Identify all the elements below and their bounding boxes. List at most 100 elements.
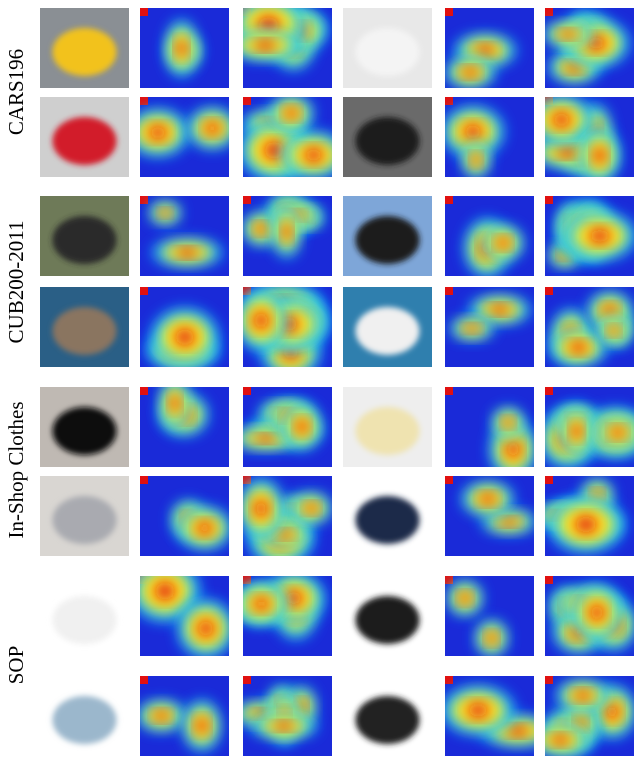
heat-corner [445,387,453,395]
heat-corner [243,196,251,204]
photo [40,97,129,177]
photo-object [52,496,116,544]
photo [40,576,129,656]
photo [343,8,432,88]
heat-blob [504,418,513,427]
photo [40,676,129,756]
heat-corner [243,97,251,105]
heat-blob [161,210,170,217]
heatmap [445,387,537,479]
photo [40,196,129,276]
heat-blob [155,582,175,600]
photo-object [355,216,419,264]
heatmap [445,196,534,277]
heat-corner [140,97,148,105]
heat-blob [278,531,292,538]
photo [343,576,432,656]
heat-corner [445,576,453,584]
page: {"groups": [{"label": "CARS196"}, {"labe… [0,0,636,766]
heat-blob [507,726,528,735]
heat-corner [445,476,453,484]
heat-blob [575,691,590,700]
heat-blob [149,126,167,140]
heat-corner [445,676,453,684]
photo [40,387,129,467]
group-label: CARS196 [4,49,28,135]
heat-blob [196,718,207,733]
heatmap [235,284,332,379]
heat-corner [545,387,553,395]
heatmap [534,476,634,556]
heat-blob [205,122,219,134]
heatmap [227,0,332,88]
heat-blob [170,396,179,411]
heat-blob [561,30,575,37]
heat-blob [590,605,605,621]
heatmap [543,8,634,88]
heat-blob [557,147,578,156]
figure: CARS196CUB200-2011In-Shop ClothesSOP [0,0,636,766]
heat-corner [545,8,553,16]
heat-blob [198,620,214,637]
heat-blob [594,148,605,164]
heat-corner [243,387,251,395]
heatmap [140,8,229,88]
heat-blob [497,238,509,248]
photo-object [355,307,419,355]
heat-blob [175,329,194,346]
heat-corner [140,476,148,484]
heat-corner [545,676,553,684]
heat-corner [140,676,148,684]
heatmap [231,676,332,756]
heatmap [127,97,238,177]
heatmap [242,193,332,276]
heatmap [238,476,332,566]
heat-blob [552,735,569,744]
photo [343,97,432,177]
heat-blob [460,593,470,603]
heat-blob [297,701,305,713]
photo [40,8,129,88]
heatmap [140,378,229,467]
heat-blob [603,305,616,316]
heat-blob [256,224,267,234]
heat-blob [576,717,585,728]
cells [40,0,636,756]
heat-blob [255,500,268,517]
heatmap [441,676,555,756]
heatmap [445,476,536,556]
heat-blob [285,108,298,118]
photo-object [355,596,419,644]
group-label: SOP [4,646,28,685]
photo [40,287,129,367]
heatmap [545,196,636,276]
heat-corner [545,576,553,584]
heat-blob [589,229,610,243]
heat-blob [256,435,276,442]
heatmap [140,476,232,556]
heat-blob [487,633,496,643]
heat-blob [254,598,269,610]
heat-corner [140,8,148,16]
heat-corner [243,676,251,684]
photo-object [52,696,116,744]
heat-blob [476,46,494,56]
heat-corner [445,97,453,105]
heat-blob [177,40,186,56]
photo [343,387,432,467]
heat-blob [296,420,307,433]
heat-blob [254,41,276,50]
heatmap [130,560,234,657]
photo-object [355,117,419,165]
heatmap [137,676,229,756]
heat-blob [567,63,582,72]
heatmap [230,573,332,656]
photo-object [52,596,116,644]
heat-corner [243,576,251,584]
heat-blob [611,427,624,437]
heat-corner [545,476,553,484]
heat-blob [464,124,482,139]
heat-blob [197,522,213,534]
heat-blob [468,703,489,717]
heatmap [140,196,229,276]
